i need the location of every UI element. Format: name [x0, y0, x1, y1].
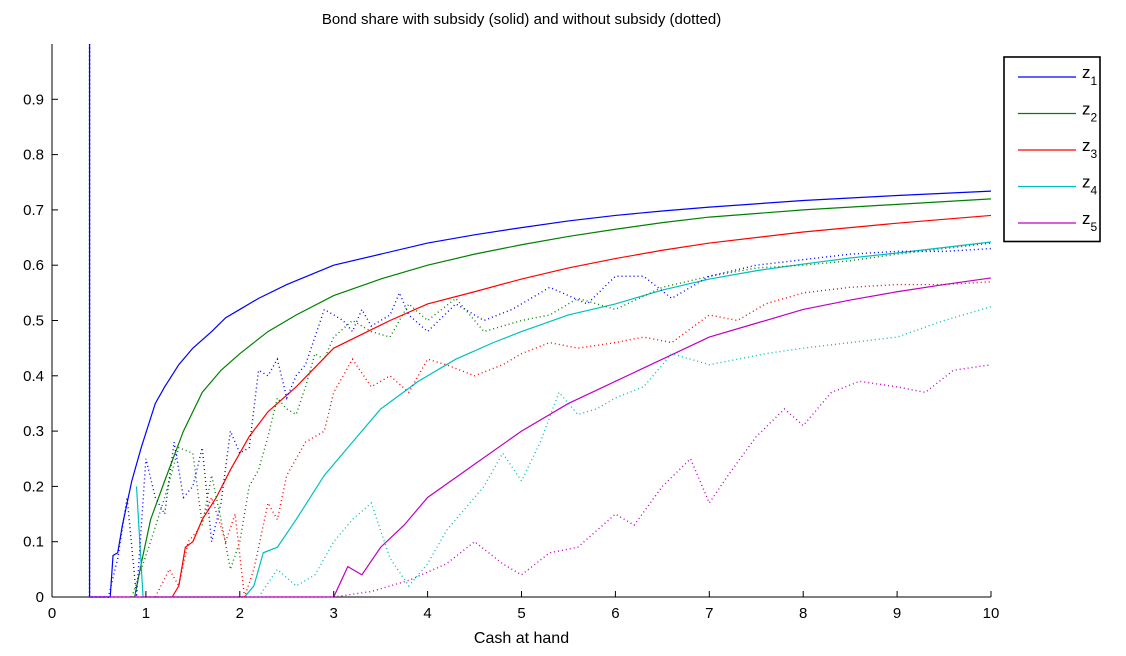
y-tick-label: 0.9 — [23, 91, 44, 108]
x-tick-label: 2 — [236, 605, 244, 622]
x-axis-title: Cash at hand — [474, 630, 569, 647]
x-tick-label: 5 — [517, 605, 525, 622]
x-tick-label: 7 — [705, 605, 713, 622]
x-tick-label: 1 — [142, 605, 150, 622]
chart-title: Bond share with subsidy (solid) and with… — [322, 11, 721, 28]
x-tick-label: 4 — [423, 605, 431, 622]
series-layer — [88, 44, 992, 598]
axes-layer: 0 1 2 3 4 5 6 7 8 9 10 0 0.1 0.2 0.3 0.4 0.5 0.6 0.7 0.8 0.9 — [23, 91, 999, 622]
x-tick-label: 3 — [330, 605, 338, 622]
y-tick-label: 0.5 — [23, 313, 44, 330]
series-line-2 — [134, 198, 992, 598]
x-tick-label: 10 — [983, 605, 1000, 622]
y-tick-label: 0.7 — [23, 202, 44, 219]
y-tick-label: 0.2 — [23, 478, 44, 495]
y-tick-label: 0.1 — [23, 534, 44, 551]
series-line-4 — [135, 241, 992, 598]
x-tick-label: 0 — [48, 605, 56, 622]
y-tick-label: 0.4 — [23, 368, 44, 385]
legend-box — [1003, 56, 1101, 243]
series-line-dotted-10 — [89, 364, 992, 598]
x-tick-label: 8 — [799, 605, 807, 622]
x-tick-label: 9 — [893, 605, 901, 622]
y-tick-label: 0 — [36, 589, 44, 606]
y-tick-label: 0.3 — [23, 423, 44, 440]
series-line-5 — [89, 277, 992, 598]
y-tick-label: 0.6 — [23, 257, 44, 274]
series-line-3 — [171, 214, 992, 598]
y-tick-label: 0.8 — [23, 147, 44, 164]
x-tick-label: 6 — [611, 605, 619, 622]
series-line-dotted-9 — [258, 306, 992, 598]
series-line-1 — [88, 44, 992, 598]
